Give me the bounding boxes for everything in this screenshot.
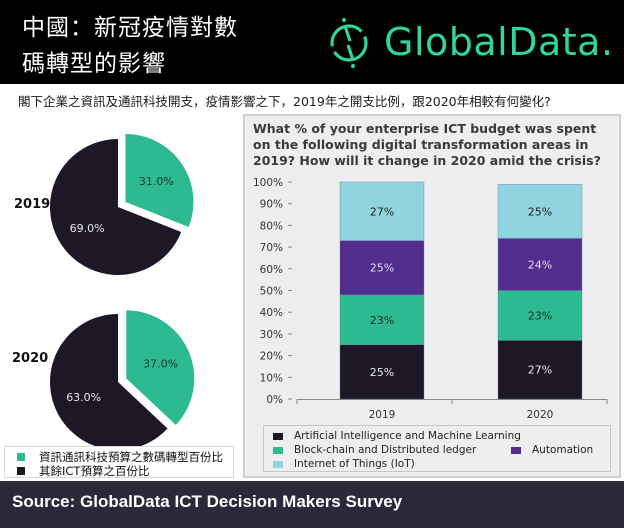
- bar-segment: [339, 294, 425, 345]
- bar-value-label: 25%: [370, 262, 394, 275]
- stacked-bar-panel: What % of your enterprise ICT budget was…: [243, 114, 621, 478]
- pie-slice-label: 63.0%: [66, 391, 101, 404]
- page-title-line-1: 中國：新冠疫情對數: [22, 15, 238, 41]
- globaldata-logo: GlobalData.: [324, 14, 614, 70]
- bar-value-label: 23%: [370, 314, 394, 327]
- y-tick-label: 20%: [260, 351, 283, 363]
- logo-wordmark: GlobalData.: [384, 20, 614, 64]
- legend-swatch-purple: [511, 446, 521, 454]
- y-tick-label: 60%: [260, 264, 283, 276]
- globaldata-logo-icon: [330, 18, 368, 68]
- pie-legend-item-other: 其餘ICT預算之百份比: [17, 463, 149, 479]
- survey-question-chinese: 閣下企業之資訊及通訊科技開支，疫情影響之下，2019年之開支比例，跟2020年相…: [18, 94, 551, 109]
- header-banner: 中國：新冠疫情對數 碼轉型的影響 GlobalData.: [0, 0, 624, 84]
- legend-label: Block-chain and Distributed ledger: [294, 444, 477, 456]
- x-tick-label: 2020: [527, 409, 554, 421]
- bar-segment: [497, 238, 583, 291]
- pie-slice-label: 69.0%: [70, 222, 105, 235]
- bar-segment: [497, 290, 583, 341]
- y-tick-label: 50%: [260, 286, 283, 298]
- bar-value-label: 23%: [528, 309, 552, 322]
- y-tick-label: 90%: [260, 199, 283, 211]
- y-tick-label: 30%: [260, 329, 283, 341]
- y-tick-label: 10%: [260, 372, 283, 384]
- legend-swatch-light-blue: [273, 460, 283, 468]
- bar-segment: [497, 340, 583, 400]
- legend-swatch-black: [17, 467, 25, 475]
- bar-value-label: 25%: [528, 205, 552, 218]
- source-text: Source: GlobalData ICT Decision Makers S…: [12, 492, 403, 511]
- stacked-bar-chart: 0% 10% 20% 30% 40% 50% 60% 70% 80% 90% 100% 25% 23% 2…: [253, 177, 608, 421]
- pie-legend-item-digital: 資訊通訊科技預算之數碼轉型百份比: [17, 449, 223, 465]
- pie-slice: [126, 310, 195, 425]
- y-tick-label: 40%: [260, 307, 283, 319]
- page-title-line-2: 碼轉型的影響: [22, 51, 166, 77]
- bar-value-label: 25%: [370, 366, 394, 379]
- y-tick-label: 100%: [253, 177, 283, 189]
- legend-label: Internet of Things (IoT): [294, 458, 415, 470]
- pie-slice: [125, 133, 194, 227]
- bar-segment: [339, 181, 425, 241]
- bar-segment: [339, 240, 425, 296]
- legend-item-blockchain: Block-chain and Distributed ledger: [273, 444, 476, 456]
- legend-item-iot: Internet of Things (IoT): [273, 458, 415, 470]
- pie-2019: 31.0% 69.0% 2019: [14, 133, 194, 275]
- pie-year-label: 2020: [12, 351, 48, 366]
- chart-title: What % of your enterprise ICT budget was…: [253, 121, 601, 168]
- bar-value-label: 27%: [528, 364, 552, 377]
- bar-value-label: 24%: [528, 258, 552, 271]
- y-tick-label: 80%: [260, 220, 283, 232]
- legend-swatch-green: [273, 446, 283, 454]
- pie-legend-label: 其餘ICT預算之百份比: [39, 464, 150, 478]
- source-footer: Source: GlobalData ICT Decision Makers S…: [0, 481, 624, 528]
- legend-swatch-black: [273, 432, 283, 440]
- pie-year-label: 2019: [14, 197, 50, 212]
- pie-2020: 37.0% 63.0% 2020: [12, 310, 195, 450]
- pie-slice: [50, 139, 182, 275]
- pie-legend-label: 資訊通訊科技預算之數碼轉型百份比: [39, 450, 223, 464]
- pie-legend: 資訊通訊科技預算之數碼轉型百份比 其餘ICT預算之百份比: [4, 446, 234, 478]
- legend-swatch-green: [17, 453, 25, 461]
- legend-label: Automation: [532, 444, 594, 456]
- legend-item-ai-ml: Artificial Intelligence and Machine Lear…: [273, 430, 521, 442]
- pie-charts: 31.0% 69.0% 2019 37.0% 63.0% 2020: [12, 133, 195, 450]
- bar-segment: [339, 344, 425, 400]
- bar-value-label: 27%: [370, 205, 394, 218]
- pie-slice: [49, 314, 168, 450]
- bar-legend: Artificial Intelligence and Machine Lear…: [263, 425, 611, 472]
- pie-slice-label: 31.0%: [139, 175, 174, 188]
- y-tick-label: 70%: [260, 242, 283, 254]
- legend-item-automation: Automation: [511, 444, 593, 456]
- y-tick-label: 0%: [266, 394, 283, 406]
- x-tick-label: 2019: [369, 409, 396, 421]
- bar-segment: [497, 183, 583, 239]
- legend-label: Artificial Intelligence and Machine Lear…: [294, 430, 521, 442]
- pie-slice-label: 37.0%: [143, 358, 178, 371]
